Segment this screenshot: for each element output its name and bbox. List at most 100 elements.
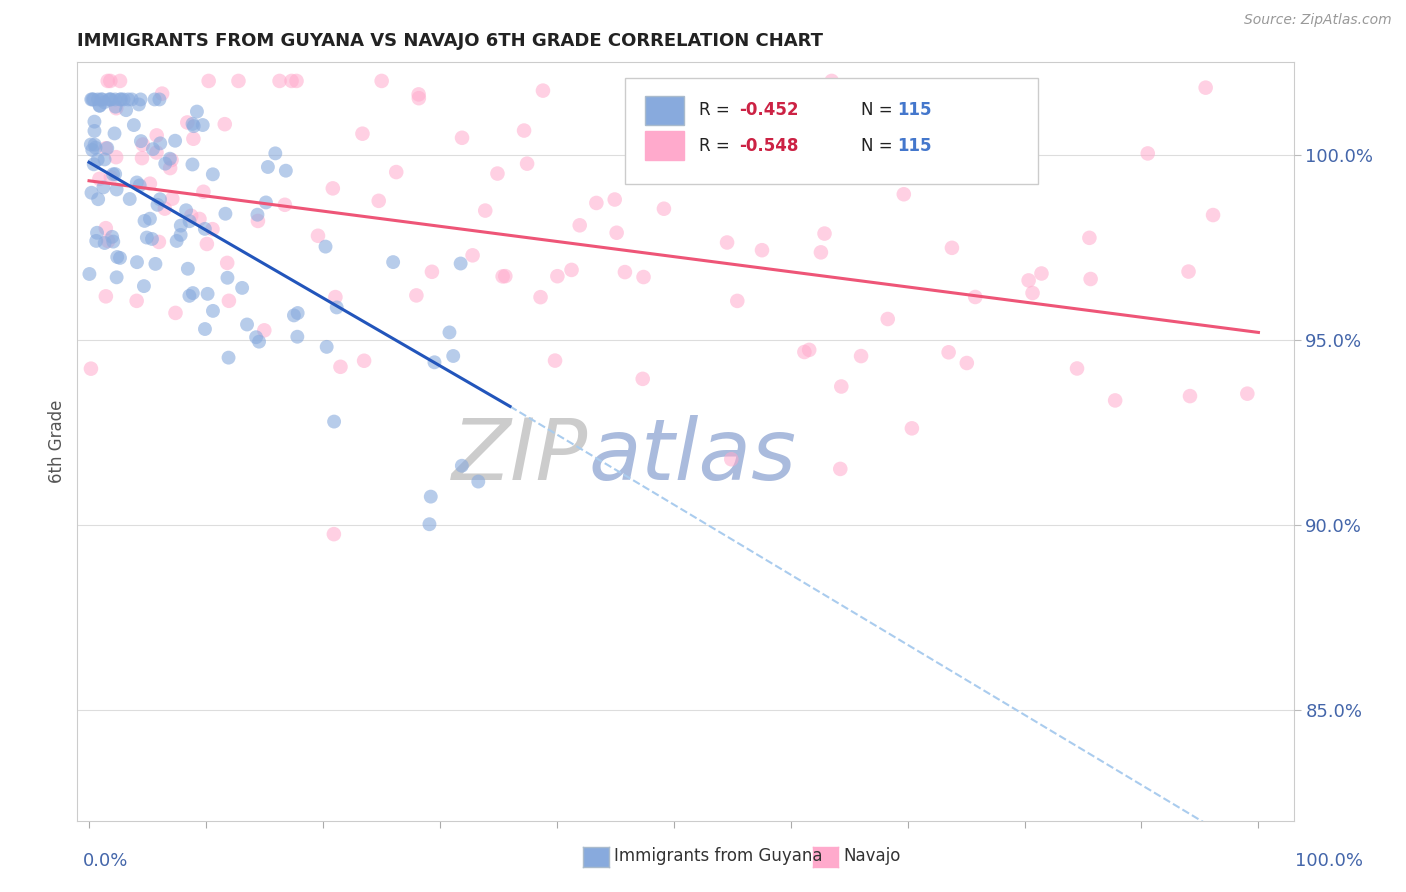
Point	[1104, 393, 1126, 408]
Point	[938, 345, 960, 359]
Point	[145, 145, 167, 160]
Point	[285, 329, 308, 343]
Point	[108, 251, 131, 265]
Point	[813, 227, 835, 241]
Point	[201, 222, 224, 236]
Point	[264, 146, 287, 161]
Point	[191, 118, 214, 132]
Point	[408, 91, 430, 105]
Text: 115: 115	[897, 136, 932, 155]
Point	[217, 270, 239, 285]
Point	[148, 92, 170, 106]
Point	[450, 458, 472, 473]
Point	[89, 172, 111, 186]
Point	[150, 87, 173, 101]
Point	[155, 156, 177, 170]
Point	[352, 127, 374, 141]
Point	[169, 227, 191, 242]
Point	[128, 97, 150, 112]
Point	[1021, 285, 1043, 300]
Point	[329, 359, 352, 374]
Point	[188, 211, 211, 226]
Point	[274, 198, 297, 212]
Point	[451, 130, 474, 145]
Point	[83, 124, 105, 138]
Point	[104, 167, 127, 181]
Point	[90, 92, 112, 106]
Point	[186, 104, 208, 119]
Point	[105, 250, 128, 264]
Point	[901, 421, 924, 435]
Point	[666, 95, 689, 109]
Point	[197, 74, 219, 88]
Point	[247, 334, 270, 349]
Point	[1031, 267, 1053, 281]
Point	[104, 100, 127, 114]
Point	[82, 92, 104, 106]
Point	[125, 176, 148, 190]
Point	[323, 415, 346, 429]
Point	[1078, 231, 1101, 245]
Point	[93, 95, 115, 110]
Point	[146, 198, 169, 212]
Point	[876, 312, 898, 326]
Point	[194, 222, 217, 236]
Point	[793, 345, 815, 359]
Point	[439, 326, 461, 340]
Point	[585, 196, 607, 211]
Point	[1195, 80, 1218, 95]
Point	[98, 74, 121, 88]
Point	[613, 265, 636, 279]
Point	[1066, 361, 1088, 376]
Point	[80, 137, 103, 152]
Point	[82, 143, 104, 157]
Point	[253, 323, 276, 337]
Point	[105, 182, 128, 196]
Text: -0.548: -0.548	[740, 136, 799, 155]
Point	[122, 118, 145, 132]
Point	[830, 462, 852, 476]
Point	[228, 74, 250, 88]
Point	[474, 203, 496, 218]
FancyBboxPatch shape	[624, 78, 1038, 184]
Point	[183, 119, 205, 133]
Point	[893, 187, 915, 202]
Point	[160, 153, 183, 167]
Point	[91, 92, 114, 106]
Point	[103, 235, 125, 249]
Point	[195, 237, 218, 252]
Text: R =: R =	[699, 101, 735, 120]
Point	[80, 361, 103, 376]
Text: 100.0%: 100.0%	[1295, 852, 1362, 870]
Point	[546, 269, 568, 284]
Point	[128, 178, 150, 193]
Point	[307, 228, 329, 243]
Point	[132, 137, 155, 152]
Point	[461, 248, 484, 262]
Point	[531, 84, 554, 98]
Point	[821, 74, 844, 88]
Point	[810, 245, 832, 260]
Point	[80, 92, 103, 106]
Point	[94, 221, 117, 235]
Point	[405, 288, 427, 302]
Point	[848, 92, 870, 106]
Point	[603, 193, 626, 207]
Point	[94, 289, 117, 303]
Point	[115, 103, 138, 117]
Point	[763, 87, 786, 101]
Point	[1080, 272, 1102, 286]
Point	[84, 141, 107, 155]
Y-axis label: 6th Grade: 6th Grade	[48, 400, 66, 483]
Point	[201, 304, 224, 318]
Point	[108, 74, 131, 88]
Point	[179, 289, 201, 303]
Point	[494, 269, 516, 284]
Point	[145, 257, 167, 271]
Point	[965, 290, 987, 304]
Point	[108, 92, 131, 106]
Point	[799, 343, 821, 357]
Point	[129, 92, 152, 106]
Point	[418, 517, 440, 532]
Point	[179, 214, 201, 228]
